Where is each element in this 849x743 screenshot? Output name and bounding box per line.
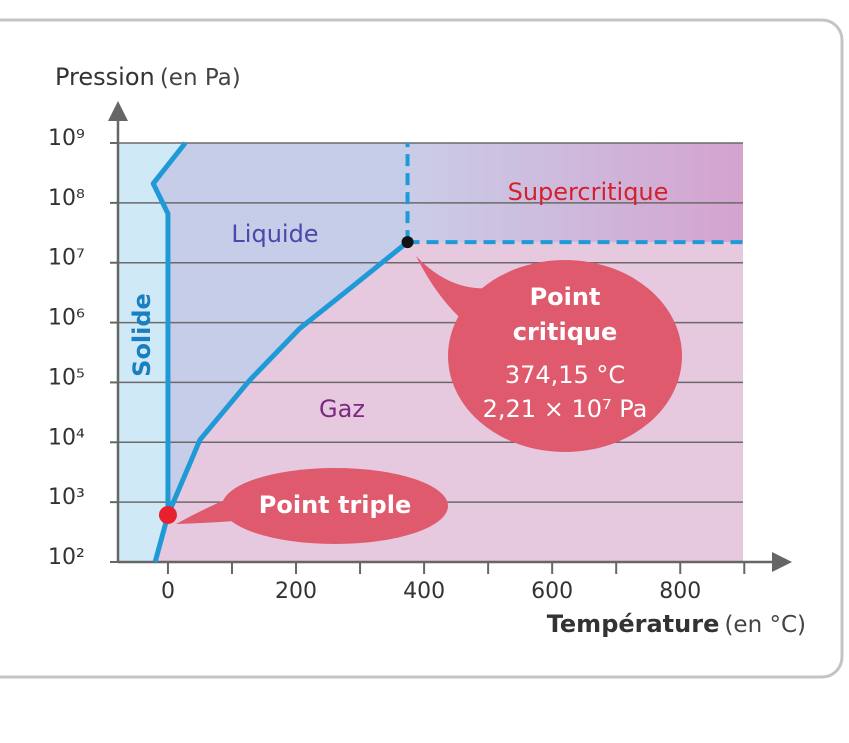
annotation: 2,21 × 10⁷ Pa [483,395,648,423]
frame [0,18,844,679]
liquid-region [153,143,408,515]
point [158,505,177,524]
point [401,236,414,249]
y-tick-label: 10³ [48,485,85,510]
x-tick-label: 0 [161,579,175,604]
overlay-layer: Point triple Point critique 374,15 °C 2,… [48,63,806,638]
plot-layer [108,101,792,574]
y-axis-title: Pression (en Pa) [55,63,241,91]
callout-bubble [448,260,682,452]
y-tick-label: 10⁶ [48,306,85,331]
callout-bubble [222,468,448,544]
x-axis-title-main: Température [547,610,720,638]
region-label: Supercritique [508,178,669,206]
annotation: critique [513,318,618,346]
region-label: Liquide [231,220,318,248]
y-axis-title-unit: (en Pa) [160,65,241,91]
y-tick-label: 10² [48,545,85,570]
region-label: Gaz [319,395,365,423]
region-label: Solide [128,293,156,377]
phase-boundary [150,141,188,563]
annotation: 374,15 °C [505,361,625,389]
y-tick-label: 10⁵ [48,365,85,390]
y-tick-label: 10⁹ [48,126,85,151]
y-tick-label: 10⁸ [48,186,85,211]
phase-boundary [165,240,410,516]
x-tick-label: 600 [531,579,573,604]
y-axis-title-main: Pression [55,63,155,91]
y-tick-label: 10⁴ [48,425,85,450]
supercritical-region [407,143,743,243]
x-tick-label: 400 [403,579,445,604]
x-axis-title-unit: (en °C) [724,612,806,638]
x-axis-title: Température (en °C) [547,610,806,638]
x-tick-label: 800 [659,579,701,604]
annotation: Point triple [259,491,411,519]
annotation: Point [530,283,601,311]
x-tick-label: 200 [275,579,317,604]
solid-region [118,143,186,562]
y-tick-label: 10⁷ [48,246,85,271]
